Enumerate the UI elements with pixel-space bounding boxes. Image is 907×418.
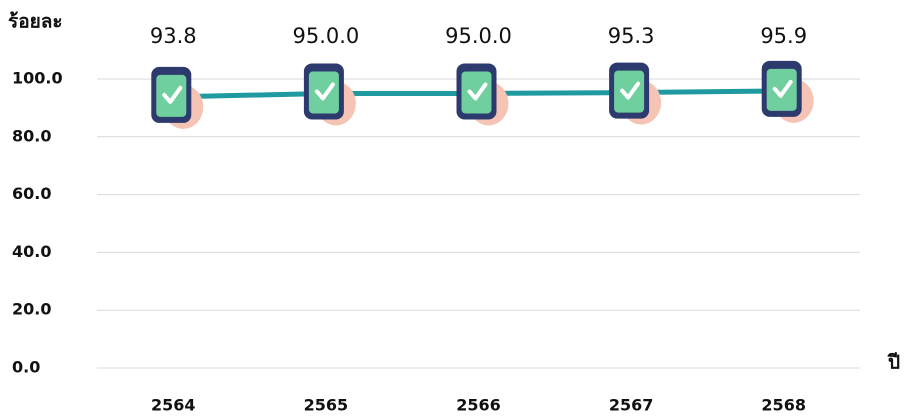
phone-marker — [151, 66, 204, 129]
phone-screen — [308, 71, 339, 114]
phone-marker — [761, 60, 814, 123]
phone-screen — [766, 68, 797, 111]
x-tick-label: 2565 — [304, 396, 349, 415]
phone-marker — [303, 63, 356, 126]
x-tick-label: 2568 — [761, 396, 806, 415]
phone-marker — [456, 63, 509, 126]
phone-screen — [461, 71, 492, 114]
data-label: 93.8 — [150, 24, 197, 48]
y-tick-label: 100.0 — [12, 69, 63, 88]
x-tick-label: 2567 — [609, 396, 654, 415]
check-icon — [620, 81, 641, 100]
x-tick-label: 2564 — [151, 396, 196, 415]
x-tick-label: 2566 — [456, 396, 501, 415]
y-tick-label: 0.0 — [12, 358, 40, 377]
phone-marker — [609, 62, 662, 125]
check-icon — [467, 82, 488, 101]
data-label: 95.3 — [608, 24, 655, 48]
check-icon — [162, 85, 183, 104]
y-tick-label: 60.0 — [12, 184, 51, 203]
phone-screen — [614, 70, 645, 113]
x-axis-title: ปี — [887, 352, 900, 374]
check-icon — [314, 82, 335, 101]
check-icon — [772, 79, 793, 98]
y-tick-label: 80.0 — [12, 126, 51, 145]
y-axis-title: ร้อยละ — [8, 11, 63, 33]
data-label: 95.9 — [760, 24, 807, 48]
data-label: 95.0.0 — [293, 24, 360, 48]
phone-screen — [156, 74, 187, 117]
data-label: 95.0.0 — [445, 24, 512, 48]
y-tick-label: 20.0 — [12, 300, 51, 319]
y-tick-label: 40.0 — [12, 242, 51, 261]
